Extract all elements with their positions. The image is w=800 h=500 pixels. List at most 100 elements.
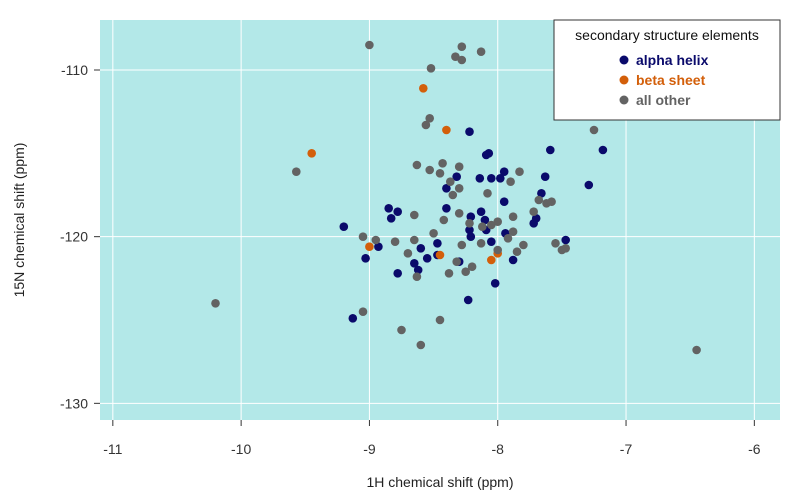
- point-all-other: [425, 165, 435, 175]
- point-all-other: [390, 237, 400, 246]
- point-all-other: [365, 40, 374, 50]
- point-alpha-helix: [393, 207, 403, 216]
- point-all-other: [444, 269, 454, 278]
- point-all-other: [508, 227, 518, 236]
- legend-title: secondary structure elements: [575, 27, 759, 43]
- point-all-other: [551, 239, 560, 248]
- point-alpha-helix: [540, 172, 550, 181]
- legend-label-all-other: all other: [636, 92, 691, 108]
- y-tick-label: -120: [60, 229, 88, 245]
- point-alpha-helix: [537, 189, 546, 198]
- point-all-other: [692, 345, 701, 355]
- point-alpha-helix: [476, 207, 486, 216]
- point-alpha-helix: [480, 215, 490, 225]
- point-alpha-helix: [490, 279, 500, 288]
- legend-marker-alpha-helix: [619, 55, 629, 65]
- point-alpha-helix: [339, 222, 349, 231]
- point-all-other: [547, 197, 556, 206]
- point-all-other: [435, 169, 445, 178]
- point-alpha-helix: [475, 174, 485, 183]
- point-all-other: [467, 262, 477, 272]
- legend-label-alpha-helix: alpha helix: [636, 52, 709, 68]
- point-all-other: [519, 240, 528, 250]
- x-tick-label: -10: [231, 441, 251, 457]
- legend: secondary structure elements alpha helix…: [553, 19, 781, 121]
- point-alpha-helix: [481, 150, 491, 160]
- point-all-other: [446, 177, 455, 186]
- point-alpha-helix: [386, 214, 396, 223]
- point-all-other: [557, 245, 567, 255]
- point-alpha-helix: [416, 244, 426, 253]
- point-all-other: [421, 120, 431, 130]
- x-tick-label: -11: [103, 441, 122, 457]
- point-alpha-helix: [561, 235, 570, 245]
- point-alpha-helix: [442, 204, 451, 213]
- point-all-other: [534, 195, 544, 205]
- point-alpha-helix: [496, 174, 505, 183]
- point-all-other: [503, 234, 513, 243]
- legend-marker-beta-sheet: [619, 75, 629, 85]
- point-all-other: [410, 235, 419, 245]
- y-tick-label: -130: [60, 395, 88, 411]
- point-all-other: [426, 64, 436, 73]
- point-all-other: [506, 177, 515, 186]
- point-alpha-helix: [499, 167, 509, 176]
- point-all-other: [457, 42, 467, 51]
- legend-label-beta-sheet: beta sheet: [636, 72, 706, 88]
- x-tick-label: -7: [620, 441, 633, 457]
- point-alpha-helix: [598, 145, 608, 155]
- point-alpha-helix: [465, 127, 474, 136]
- point-alpha-helix: [384, 204, 394, 213]
- point-all-other: [397, 325, 406, 335]
- point-all-other: [211, 299, 220, 308]
- y-axis-ticks: -110 -120 -130: [60, 62, 100, 411]
- point-beta-sheet: [307, 149, 317, 158]
- point-all-other: [451, 52, 460, 61]
- x-tick-label: -6: [748, 441, 761, 457]
- x-axis-title: 1H chemical shift (ppm): [366, 474, 513, 490]
- point-alpha-helix: [393, 269, 403, 278]
- point-alpha-helix: [487, 237, 496, 246]
- point-all-other: [529, 207, 538, 216]
- point-all-other: [416, 340, 426, 350]
- point-all-other: [465, 219, 474, 228]
- point-all-other: [454, 184, 464, 193]
- y-axis-title: 15N chemical shift (ppm): [11, 143, 27, 298]
- point-alpha-helix: [374, 242, 383, 251]
- point-all-other: [410, 210, 419, 220]
- point-all-other: [487, 220, 496, 230]
- point-alpha-helix: [499, 197, 509, 206]
- point-alpha-helix: [452, 172, 462, 181]
- legend-box: [553, 19, 781, 121]
- point-all-other: [589, 125, 599, 135]
- point-alpha-helix: [584, 180, 594, 190]
- point-all-other: [452, 257, 462, 267]
- point-all-other: [358, 307, 368, 317]
- x-axis-ticks: -11 -10 -9 -8 -7 -6: [103, 420, 761, 457]
- point-all-other: [515, 167, 524, 176]
- point-alpha-helix: [546, 145, 555, 155]
- point-alpha-helix: [348, 314, 358, 323]
- point-all-other: [425, 114, 435, 123]
- data-points: [211, 40, 701, 355]
- point-alpha-helix: [442, 184, 451, 193]
- y-tick-label: -110: [61, 62, 88, 78]
- point-all-other: [412, 160, 422, 170]
- point-beta-sheet: [365, 242, 374, 251]
- point-all-other: [412, 272, 422, 282]
- point-all-other: [435, 315, 445, 325]
- point-alpha-helix: [531, 214, 541, 223]
- point-alpha-helix: [433, 239, 442, 248]
- point-all-other: [483, 189, 492, 198]
- point-alpha-helix: [466, 232, 476, 241]
- point-alpha-helix: [487, 174, 496, 183]
- point-alpha-helix: [463, 295, 473, 305]
- point-all-other: [403, 249, 413, 258]
- point-all-other: [371, 235, 381, 245]
- point-beta-sheet: [442, 125, 451, 135]
- point-alpha-helix: [361, 253, 370, 263]
- point-all-other: [493, 245, 503, 255]
- point-all-other: [358, 232, 368, 241]
- x-tick-label: -8: [492, 441, 505, 457]
